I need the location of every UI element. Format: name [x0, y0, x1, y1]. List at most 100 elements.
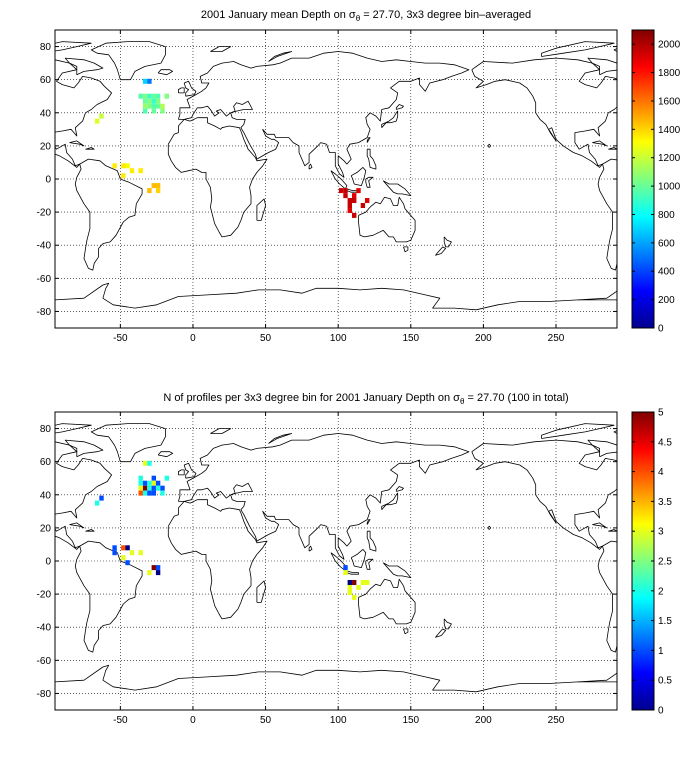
count-map-coastline [382, 562, 412, 578]
count-map-cell [121, 555, 126, 561]
depth-map-cell [125, 163, 130, 169]
depth-map-y-tick-label: -40 [37, 241, 52, 252]
depth-map-cell [160, 108, 165, 114]
count-map-cell [147, 480, 152, 486]
count-map-land [55, 423, 696, 693]
count-map-colorbar-tick-label: 2 [658, 586, 664, 597]
count-map-colorbar-tick-label: 0.5 [658, 676, 672, 687]
count-map-coastline [74, 540, 143, 653]
depth-map-cell [347, 203, 352, 208]
count-map-coastline [592, 522, 608, 529]
count-map-coastline [366, 519, 371, 525]
count-map-cell [347, 580, 352, 585]
count-map-panel: N of profiles per 3x3 degree bin for 200… [37, 392, 696, 726]
count-map-y-tick-label: 20 [40, 523, 52, 534]
count-map-cell [356, 585, 361, 590]
depth-map-cell [352, 193, 357, 199]
count-map-cell [151, 485, 156, 491]
depth-map-coastline [178, 51, 470, 178]
count-map-cell [138, 550, 143, 556]
count-colorbar [631, 411, 655, 711]
depth-map-coastline [382, 180, 412, 197]
depth-map-cell [129, 168, 135, 174]
count-map-x-tick-label: 0 [190, 715, 196, 726]
count-map-coastline [346, 570, 359, 575]
count-map-colorbar-tick-label: 4.5 [658, 437, 672, 448]
count-map-coastline [90, 423, 166, 463]
count-map-coastline [157, 451, 174, 458]
count-map-y-tick-label: 40 [40, 490, 52, 501]
count-map-coastline [395, 486, 404, 492]
count-map-cell [155, 570, 161, 576]
count-map-cell [129, 550, 135, 556]
depth-map-coastline [403, 246, 409, 253]
depth-map-colorbar-tick-label: 600 [658, 238, 675, 249]
depth-map-x-tick-label: -50 [113, 333, 128, 344]
count-map-y-tick-label: -40 [37, 623, 52, 634]
count-map-coastline [681, 452, 696, 457]
count-map-cell [343, 570, 348, 576]
depth-map-coastline [487, 143, 492, 148]
depth-map-land [55, 41, 696, 311]
depth-map-cell [147, 98, 152, 104]
depth-map-cell [338, 188, 344, 194]
depth-map-cell [356, 188, 361, 194]
depth-map-coastline [210, 46, 232, 52]
depth-map-cell [360, 203, 366, 208]
count-map-cell [99, 495, 104, 501]
depth-map-panel: 2001 January mean Depth on σθ = 27.70, 3… [37, 9, 696, 344]
count-map-x-tick-label: 50 [260, 715, 272, 726]
count-map-cell [147, 460, 152, 466]
count-map-x-tick-label: 200 [475, 715, 492, 726]
count-map-colorbar-tick-label: 2.5 [658, 557, 672, 568]
depth-map-cell [138, 93, 143, 99]
depth-map-colorbar-tick-label: 800 [658, 210, 675, 221]
depth-map-cell [142, 78, 148, 84]
depth-map-coastline [177, 87, 185, 94]
depth-map-coastline [366, 137, 371, 143]
depth-map-coastline [691, 118, 696, 237]
count-map-cell [142, 485, 148, 491]
count-map-cell [138, 490, 143, 496]
depth-map-cell [99, 113, 104, 119]
depth-map-cell [155, 93, 161, 99]
depth-map-y-tick-label: 80 [40, 42, 52, 53]
depth-map-x-tick-label: 200 [475, 333, 492, 344]
count-map-cell [147, 490, 152, 496]
depth-map-coastline [85, 147, 95, 150]
depth-map-cell [147, 93, 152, 99]
count-map-cell [151, 565, 156, 571]
depth-map-colorbar-tick-label: 1200 [658, 153, 681, 164]
count-map-coastline [691, 500, 696, 619]
count-map-cell [347, 590, 352, 595]
depth-map-cell [147, 78, 152, 84]
count-map-coastline [597, 540, 617, 653]
count-map-x-tick-label: 150 [402, 715, 419, 726]
depth-map-coastline [587, 57, 617, 76]
count-map-colorbar-tick-label: 3.5 [658, 497, 672, 508]
depth-map-grid [55, 30, 617, 328]
count-map-coastline [85, 529, 95, 532]
depth-map-coastline [308, 163, 313, 170]
depth-map-colorbar-tick-label: 1400 [658, 125, 681, 136]
depth-map-cell [121, 163, 126, 169]
count-map-cell [365, 580, 370, 585]
depth-map-coastline [55, 282, 617, 311]
count-map-y-tick-label: -20 [37, 590, 52, 601]
count-map-cell [138, 475, 143, 481]
depth-map-cell [142, 103, 148, 109]
depth-map-coastline [330, 170, 348, 190]
depth-map-coastline [358, 196, 416, 243]
count-map-y-tick-label: 0 [45, 557, 51, 568]
count-map-title: N of profiles per 3x3 degree bin for 200… [163, 392, 568, 406]
count-map-cell [138, 485, 143, 491]
depth-map-y-tick-label: -60 [37, 274, 52, 285]
depth-map-cell [151, 103, 156, 109]
depth-map-cell [164, 93, 169, 99]
depth-map-cell [112, 163, 117, 169]
count-map-cell [160, 485, 165, 491]
depth-map-cell [347, 208, 352, 213]
depth-map-cell [142, 108, 148, 114]
depth-map-coastline [597, 158, 617, 271]
count-map-cell [164, 475, 169, 481]
